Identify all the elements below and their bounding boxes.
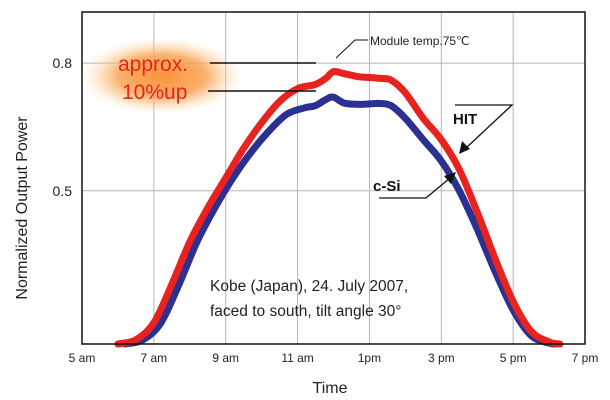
series-label-hit: HIT [453, 111, 477, 128]
location-note-line-2: faced to south, tilt angle 30° [210, 303, 401, 320]
x-tick-label: 9 am [212, 351, 239, 365]
y-tick-label: 0.8 [53, 55, 73, 71]
x-axis-title: Time [313, 380, 348, 397]
x-tick-label: 3 pm [428, 351, 455, 365]
callout-line-2: 10%up [122, 81, 187, 104]
x-tick-label: 5 am [69, 351, 96, 365]
series-line-c-si [121, 93, 560, 348]
y-tick-label: 0.5 [53, 183, 73, 199]
plot-frame [81, 11, 586, 345]
module-temp-label: Module temp.75℃ [370, 34, 470, 48]
x-tick-label: 1pm [358, 351, 381, 365]
module-temp-leader [335, 39, 368, 59]
location-note-line-1: Kobe (Japan), 24. July 2007, [210, 278, 408, 295]
x-tick-label: 11 am [281, 351, 313, 365]
series-line-hit [114, 67, 564, 348]
csi-arrowhead [444, 172, 456, 184]
x-tick-label: 7 am [141, 351, 168, 365]
csi-leader-line [379, 177, 451, 199]
x-tick-labels: 5 am 7 am 9 am 11 am 1pm 3 pm 5 pm 7 pm [69, 351, 599, 365]
callout-glow [82, 38, 242, 114]
series-label-csi: c-Si [373, 178, 401, 195]
x-tick-label: 5 pm [500, 351, 527, 365]
callout-line-1: approx. [118, 53, 188, 76]
hit-arrowhead [459, 141, 470, 154]
x-tick-label: 7 pm [572, 351, 599, 365]
hit-leader-line [455, 104, 514, 149]
y-axis-title: Normalized Output Power [14, 116, 31, 300]
y-tick-labels: 0.5 0.8 [53, 55, 73, 199]
series-layer [114, 67, 564, 348]
